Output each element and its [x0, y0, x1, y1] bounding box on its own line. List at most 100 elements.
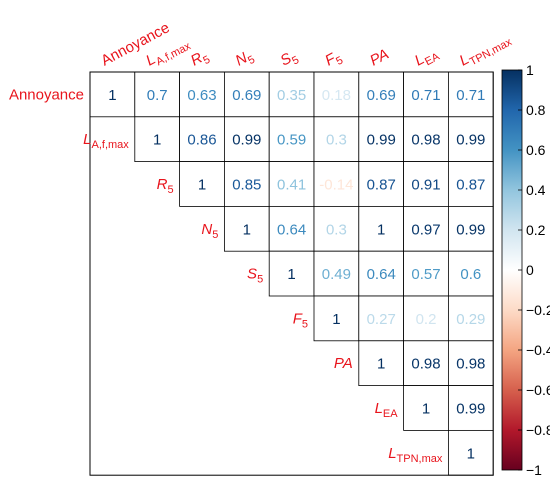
row-label-base: L [83, 131, 91, 148]
column-label: N5 [233, 47, 257, 73]
colorbar-tick-label: −0.8 [526, 422, 550, 438]
row-label-subscript: EA [383, 408, 398, 420]
correlation-value: 0.99 [367, 132, 396, 149]
correlation-value: 0.41 [277, 177, 306, 194]
correlation-value: 0.86 [187, 132, 216, 149]
column-label-subscript: 5 [290, 54, 301, 67]
matrix-cell [223, 116, 270, 163]
row-label-subscript: 5 [257, 274, 263, 286]
correlation-value: 0.6 [460, 266, 481, 283]
colorbar-tick-label: 0.8 [526, 102, 546, 118]
matrix-cell [403, 116, 449, 163]
row-label: S5 [247, 266, 263, 286]
matrix-cell [403, 71, 449, 118]
correlation-value: 0.91 [411, 177, 440, 194]
correlation-value: 0.87 [367, 177, 396, 194]
colorbar-tick-label: 0 [526, 262, 534, 278]
correlation-value: 0.7 [147, 87, 168, 104]
colorbar-tick-label: 1 [526, 62, 534, 78]
correlation-value: 0.29 [456, 311, 485, 328]
matrix-cell [313, 116, 360, 163]
correlation-value: 0.3 [326, 132, 347, 149]
correlation-value: 1 [198, 177, 206, 194]
row-label-subscript: 5 [167, 184, 173, 196]
matrix-cell [403, 385, 449, 431]
row-label-base: R [157, 176, 168, 193]
matrix-cell [313, 295, 360, 342]
correlation-value: 1 [377, 221, 385, 238]
matrix-cell [358, 161, 404, 207]
correlation-value: 0.99 [232, 132, 261, 149]
correlation-value: 0.98 [411, 356, 440, 373]
correlation-value: 1 [108, 87, 116, 104]
matrix-cell [89, 71, 136, 118]
column-label: S5 [277, 47, 301, 72]
row-label: F5 [293, 310, 308, 330]
column-label-base: PA [367, 46, 392, 70]
row-label: LEA [375, 400, 399, 420]
correlation-value: 0.69 [367, 87, 396, 104]
row-label: LA,f,max [83, 131, 129, 151]
column-label: LEA [412, 43, 442, 72]
matrix-cell [447, 340, 494, 386]
matrix-cell [447, 116, 494, 163]
matrix-cell [268, 250, 315, 297]
column-label: PA [367, 46, 392, 70]
colorbar-tick-label: −1 [526, 462, 542, 478]
correlation-value: 0.71 [456, 87, 485, 104]
correlation-value: -0.14 [319, 177, 353, 194]
matrix-cell [313, 205, 360, 252]
colorbar-tick-label: 0.6 [526, 142, 546, 158]
correlation-value: 0.59 [277, 132, 306, 149]
correlation-value: 0.87 [456, 177, 485, 194]
correlation-value: 1 [287, 266, 295, 283]
correlation-value: 1 [243, 221, 251, 238]
correlation-value: 0.35 [277, 87, 306, 104]
colorbar-tick-label: −0.2 [526, 302, 550, 318]
correlation-value: 0.3 [326, 221, 347, 238]
correlation-value: 1 [153, 132, 161, 149]
correlation-value: 0.69 [232, 87, 261, 104]
matrix-cell [313, 161, 360, 207]
row-label: R5 [157, 176, 174, 196]
correlation-value: 0.71 [411, 87, 440, 104]
row-label: LTPN,max [388, 445, 443, 465]
row-label-base: F [293, 310, 303, 327]
matrix-outer-frame [89, 71, 494, 476]
matrix-cell [134, 116, 181, 163]
correlation-value: 0.99 [456, 401, 485, 418]
correlation-value: 1 [422, 401, 430, 418]
matrix-cell [358, 295, 404, 342]
row-label-base: S [247, 266, 257, 283]
correlation-value: 0.49 [322, 266, 351, 283]
correlation-value: 0.99 [456, 221, 485, 238]
correlation-value: 0.27 [367, 311, 396, 328]
correlation-value: 1 [467, 445, 475, 462]
correlation-value: 0.64 [277, 221, 306, 238]
row-label-base: L [375, 400, 383, 417]
row-label: Annoyance [9, 86, 84, 103]
row-label: PA [334, 355, 353, 372]
correlation-value: 0.63 [187, 87, 216, 104]
colorbar-tick-label: −0.4 [526, 342, 550, 358]
correlation-value: 0.85 [232, 177, 261, 194]
column-label: F5 [322, 47, 345, 72]
column-label-subscript: 5 [334, 54, 345, 67]
column-label-subscript: 5 [246, 54, 257, 67]
row-label-base: PA [334, 355, 353, 372]
colorbar-tick-label: 0.4 [526, 182, 546, 198]
correlation-value: 0.2 [416, 311, 437, 328]
row-label-base: L [388, 445, 396, 462]
row-label-subscript: TPN,max [397, 453, 443, 465]
matrix-cell [358, 205, 404, 252]
matrix-cell [223, 205, 270, 252]
matrix-cell [268, 161, 315, 207]
matrix-cell [358, 340, 404, 386]
correlation-value: 0.98 [456, 356, 485, 373]
correlation-value: 1 [377, 356, 385, 373]
correlation-value: 0.57 [411, 266, 440, 283]
correlation-value: 1 [332, 311, 340, 328]
correlation-value: 0.18 [322, 87, 351, 104]
column-label-subscript: TPN,max [468, 36, 515, 68]
